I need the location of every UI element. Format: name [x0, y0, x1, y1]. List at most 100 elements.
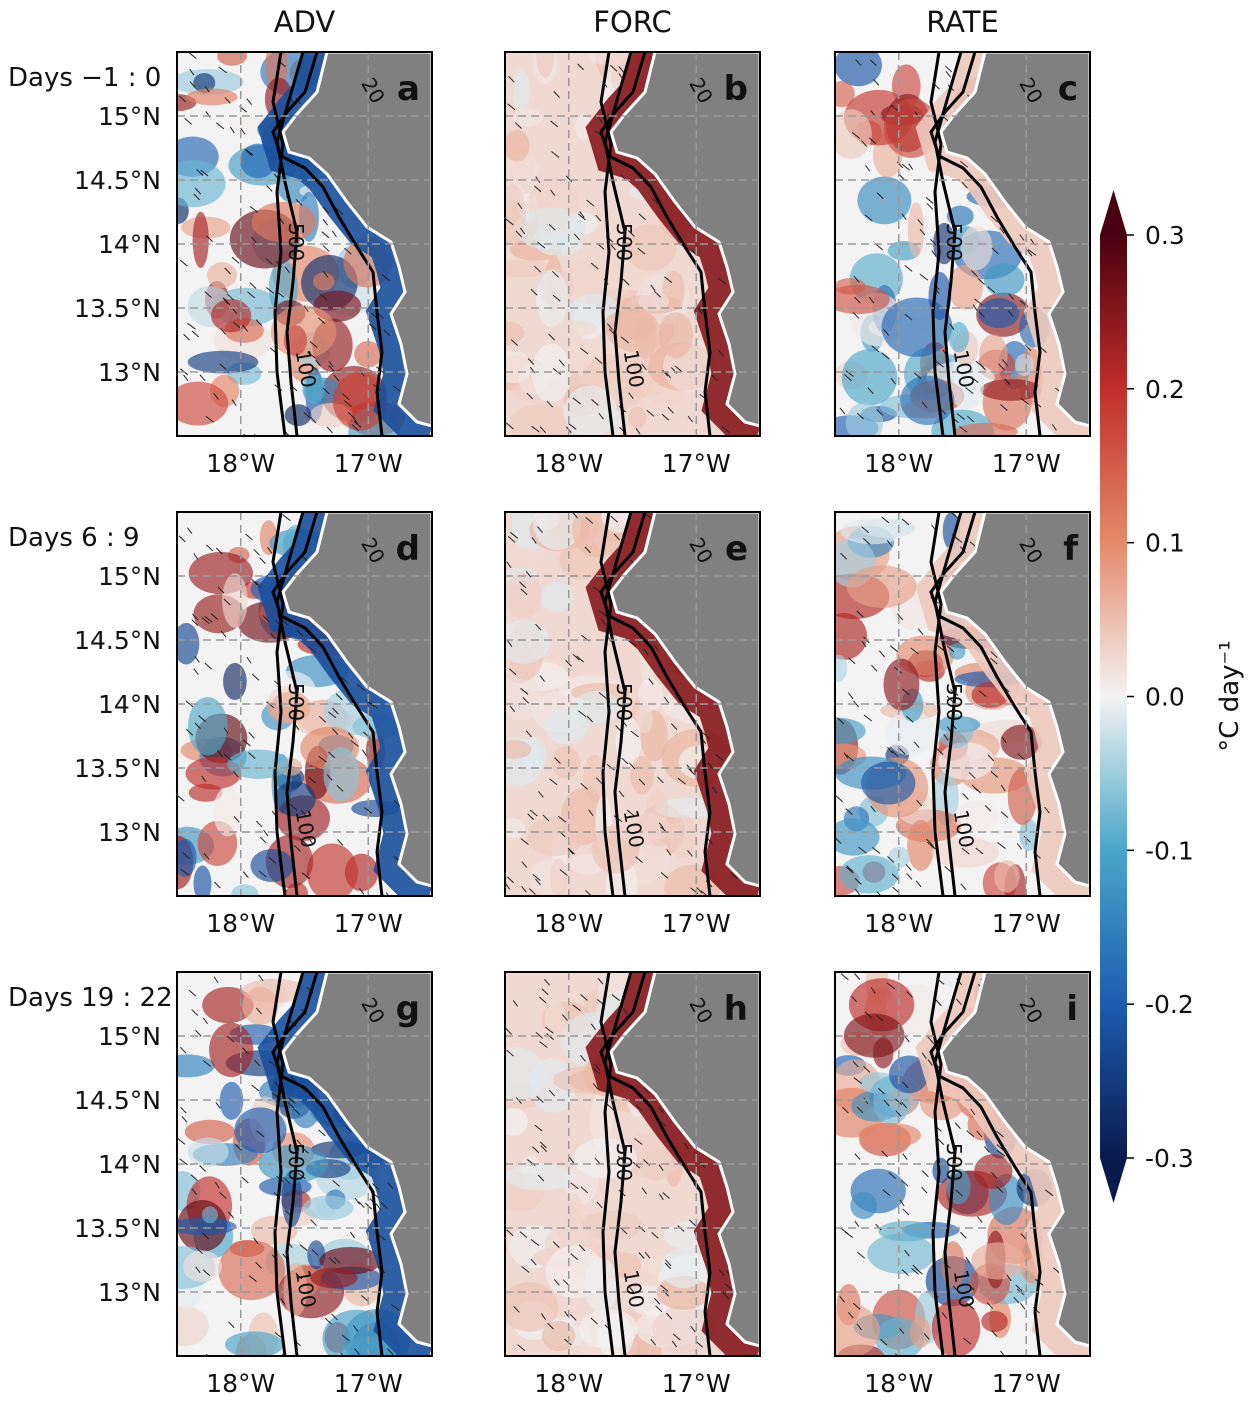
current-vector [180, 1106, 187, 1114]
field-blob [1015, 353, 1034, 377]
current-vector [265, 258, 274, 266]
lat-tick-label: 13°N [98, 818, 161, 847]
lon-tick-label: 18°W [534, 909, 603, 938]
field-blob [306, 843, 358, 896]
current-vector [956, 413, 965, 420]
current-vector [870, 987, 876, 994]
current-vector [996, 1130, 1004, 1138]
field-blob [310, 1267, 358, 1289]
current-vector [303, 305, 309, 313]
current-vector [262, 615, 270, 623]
current-vector [655, 1305, 663, 1313]
field-blob [187, 697, 228, 756]
current-vector [377, 1233, 386, 1241]
current-vector [586, 715, 594, 723]
current-vector [185, 700, 194, 708]
current-vector [206, 544, 214, 552]
field-blob [900, 375, 955, 426]
panel-frame [176, 971, 433, 1357]
map-field [505, 972, 760, 1356]
current-vector [391, 1303, 400, 1311]
current-vector [966, 1283, 975, 1291]
current-vector [335, 207, 344, 215]
current-vector [970, 1108, 976, 1116]
current-vector [911, 1267, 919, 1275]
current-vector [293, 1108, 301, 1116]
current-vector [204, 85, 210, 93]
field-blob [635, 704, 654, 734]
field-blob [251, 201, 317, 243]
current-vector [202, 1017, 208, 1025]
current-vector [913, 741, 920, 749]
current-vector [919, 273, 929, 281]
lon-tick-label: 18°W [864, 909, 933, 938]
current-vector [369, 701, 378, 709]
current-vector [258, 974, 264, 982]
column-title: FORC [593, 5, 671, 39]
current-vector [577, 710, 587, 718]
field-blob [839, 855, 899, 894]
current-vector [195, 1266, 201, 1274]
current-vector [246, 98, 252, 105]
land [609, 972, 760, 1348]
current-vector [955, 998, 962, 1006]
current-vector [521, 1266, 530, 1273]
current-vector [641, 363, 647, 371]
current-vector [247, 291, 255, 299]
current-vector [527, 358, 535, 365]
current-vector [240, 127, 246, 135]
current-vector [970, 376, 979, 383]
panel-letter: g [396, 989, 420, 1029]
current-vector [901, 163, 910, 171]
current-vector [322, 206, 330, 214]
current-vector [854, 1220, 860, 1228]
current-vector [902, 1081, 909, 1089]
current-vector [372, 1183, 380, 1190]
field-blob [1019, 819, 1039, 851]
current-vector [199, 374, 206, 381]
current-vector [553, 1279, 560, 1286]
panel-frame [834, 971, 1091, 1357]
current-vector [717, 349, 724, 357]
current-vector [664, 696, 670, 704]
current-vector [845, 754, 854, 762]
current-vector [223, 598, 231, 606]
current-vector [193, 553, 199, 560]
current-vector [219, 363, 227, 371]
current-vector [839, 1295, 845, 1303]
field-blob [505, 572, 542, 619]
current-vector [213, 393, 219, 400]
current-vector [181, 1116, 188, 1123]
current-vector [218, 66, 227, 74]
current-vector [326, 774, 333, 781]
current-vector [309, 363, 317, 371]
current-vector [318, 755, 327, 763]
current-vector [242, 1047, 249, 1055]
current-vector [505, 422, 514, 430]
current-vector [1000, 784, 1006, 792]
current-vector [515, 230, 523, 238]
current-vector [191, 1188, 198, 1196]
current-vector [630, 730, 639, 738]
current-vector [251, 1084, 260, 1092]
field-blob [553, 320, 598, 337]
current-vector [886, 540, 893, 547]
current-vector [255, 820, 263, 828]
current-vector [658, 1164, 664, 1171]
current-vector [711, 374, 718, 381]
current-vector [347, 411, 355, 419]
current-vector [577, 63, 584, 71]
field-blob [658, 312, 694, 359]
current-vector [331, 1313, 338, 1321]
current-vector [256, 1007, 262, 1015]
field-blob [187, 1137, 229, 1167]
current-vector [632, 1161, 641, 1169]
current-vector [191, 1009, 199, 1016]
field-blob [857, 176, 912, 225]
current-vector [231, 256, 240, 264]
current-vector [537, 1174, 545, 1182]
current-vector [350, 739, 359, 747]
current-vector [861, 526, 869, 534]
current-vector [848, 657, 856, 665]
